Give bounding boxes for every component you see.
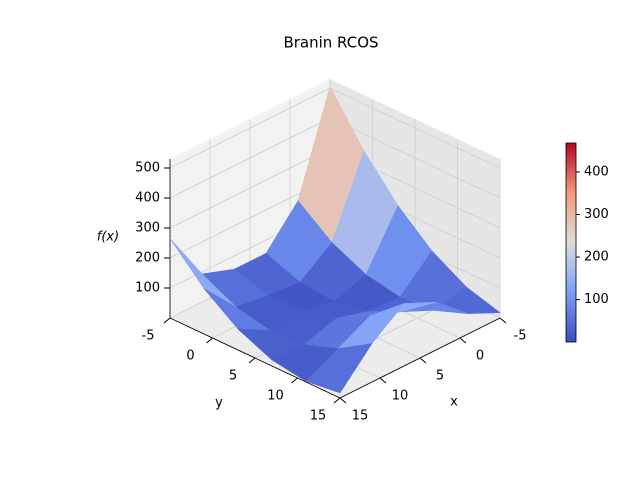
x-tick xyxy=(499,317,507,324)
y-tick-label: 0 xyxy=(186,349,194,364)
colorbar xyxy=(565,142,577,343)
x-tick-label: 10 xyxy=(392,389,409,404)
x-tick-label: -5 xyxy=(514,329,527,344)
x-axis-label: x xyxy=(450,395,458,410)
z-tick-label: 300 xyxy=(135,221,160,236)
x-tick-label: 5 xyxy=(436,369,444,384)
x-axis-line xyxy=(339,317,501,399)
colorbar-tick-label: 400 xyxy=(584,164,609,179)
colorbar-tick-label: 300 xyxy=(584,207,609,222)
y-tick-label: 15 xyxy=(310,409,327,424)
z-grid-line xyxy=(329,117,501,199)
y-tick xyxy=(163,317,171,324)
surface-patch xyxy=(305,343,373,394)
z-grid-line xyxy=(169,117,331,199)
x-tick-label: 15 xyxy=(352,409,369,424)
z-grid-line xyxy=(329,87,501,169)
x-tick xyxy=(459,337,467,344)
y-tick xyxy=(206,337,213,344)
x-tick xyxy=(339,397,347,404)
y-axis-line xyxy=(169,317,341,399)
y-tick-label: 5 xyxy=(229,369,237,384)
y-tick xyxy=(333,397,341,404)
z-axis-label: f(x) xyxy=(97,230,119,245)
x-tick-label: 0 xyxy=(476,349,484,364)
z-tick-label: 100 xyxy=(135,281,160,296)
y-axis-label: y xyxy=(215,396,223,411)
y-tick-label: 10 xyxy=(267,389,284,404)
z-tick-label: 200 xyxy=(135,251,160,266)
chart-title: Branin RCOS xyxy=(283,34,378,52)
z-grid-line xyxy=(169,87,331,169)
y-tick-label: -5 xyxy=(142,329,155,344)
y-tick xyxy=(248,357,256,364)
colorbar-tick-label: 200 xyxy=(584,250,609,265)
y-tick xyxy=(291,377,298,384)
z-tick-label: 400 xyxy=(135,191,160,206)
colorbar-tick-label: 100 xyxy=(584,292,609,307)
x-tick xyxy=(419,357,427,364)
x-tick xyxy=(379,377,387,384)
z-grid-line xyxy=(169,147,331,229)
z-tick-label: 500 xyxy=(135,161,160,176)
